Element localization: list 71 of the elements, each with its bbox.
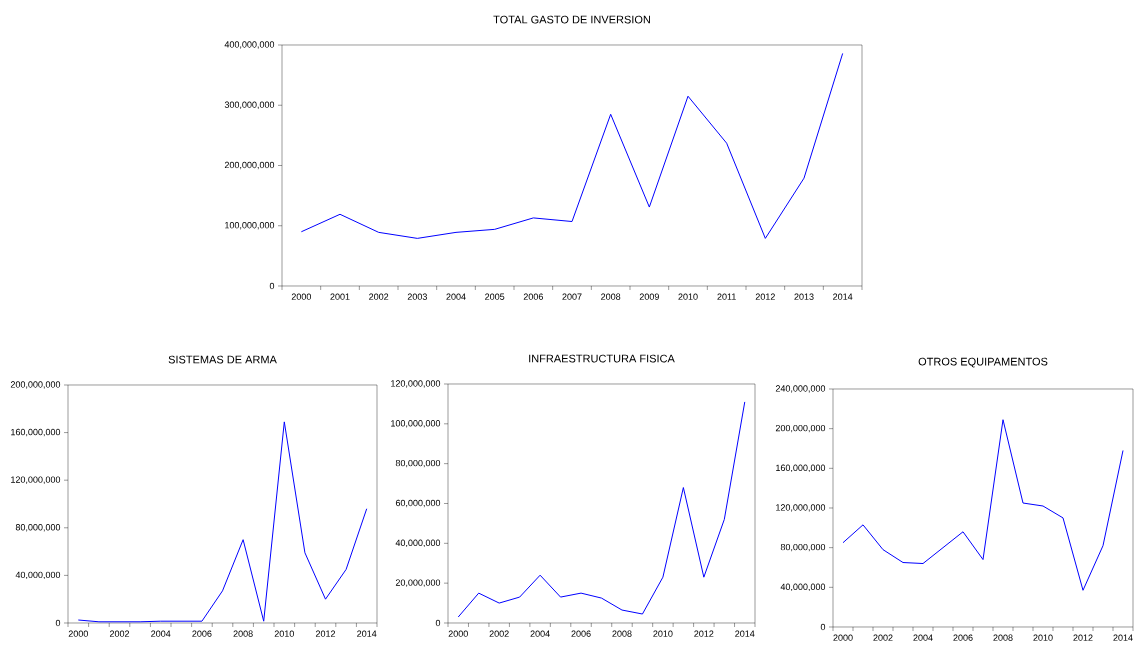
x-tick-label: 2002: [109, 630, 130, 637]
y-tick-label: 0: [435, 619, 441, 627]
x-tick-label: 2004: [446, 293, 466, 300]
x-tick-label: 2003: [407, 293, 427, 300]
x-tick-label: 2001: [330, 293, 350, 300]
x-tick-label: 2004: [913, 634, 933, 641]
x-tick-label: 2006: [953, 634, 973, 641]
x-tick-label: 2000: [833, 634, 853, 641]
x-tick-label: 2006: [571, 630, 591, 637]
x-tick-label: 2011: [717, 293, 736, 300]
x-tick-label: 2008: [601, 293, 621, 300]
x-tick-label: 2010: [653, 630, 673, 637]
y-tick-label: 200,000,000: [775, 424, 826, 433]
x-tick-label: 2006: [192, 630, 212, 637]
y-tick-label: 160,000,000: [776, 464, 826, 473]
y-tick-label: 240,000,000: [775, 385, 826, 393]
x-tick-label: 2005: [485, 293, 505, 300]
chart-title: OTROS EQUIPAMENTOS: [918, 357, 1048, 368]
x-tick-label: 2004: [530, 630, 550, 637]
y-tick-label: 160,000,000: [11, 428, 61, 437]
chart-title: TOTAL GASTO DE INVERSION: [493, 15, 650, 24]
y-tick-label: 120,000,000: [391, 380, 441, 388]
x-tick-label: 2009: [639, 293, 659, 300]
x-tick-label: 2008: [612, 630, 632, 637]
y-tick-label: 80,000,000: [780, 543, 826, 552]
chart-title: INFRAESTRUCTURA FISICA: [529, 354, 675, 363]
y-tick-label: 120,000,000: [776, 504, 826, 512]
y-tick-label: 0: [55, 619, 61, 627]
x-tick-label: 2006: [523, 293, 543, 300]
y-tick-label: 40,000,000: [15, 571, 61, 580]
x-tick-label: 2010: [1033, 634, 1053, 641]
x-tick-label: 2002: [873, 634, 893, 641]
x-tick-label: 2000: [68, 630, 88, 637]
x-tick-label: 2004: [151, 630, 171, 637]
y-tick-label: 300,000,000: [224, 101, 275, 109]
line-series: [457, 401, 746, 618]
y-tick-label: 120,000,000: [11, 476, 61, 484]
y-tick-label: 80,000,000: [15, 524, 61, 532]
y-tick-label: 100,000,000: [391, 420, 441, 428]
x-tick-label: 2012: [694, 630, 714, 637]
x-tick-label: 2014: [735, 630, 755, 637]
chart-title: SISTEMAS DE ARMA: [168, 355, 277, 364]
y-tick-label: 60,000,000: [395, 499, 441, 508]
line-series: [842, 419, 1124, 591]
y-tick-label: 20,000,000: [395, 579, 441, 587]
x-tick-label: 2010: [274, 630, 294, 637]
x-tick-label: 2013: [794, 293, 814, 300]
y-tick-label: 40,000,000: [780, 583, 826, 592]
line-series: [300, 52, 844, 239]
y-tick-label: 200,000,000: [224, 161, 275, 170]
y-tick-label: 0: [820, 623, 826, 631]
x-tick-label: 2014: [833, 293, 853, 300]
x-tick-label: 2000: [291, 293, 311, 300]
x-tick-label: 2012: [1073, 634, 1093, 641]
y-tick-label: 0: [269, 282, 275, 290]
x-tick-label: 2012: [315, 630, 336, 637]
x-tick-label: 2000: [448, 630, 468, 637]
x-tick-label: 2012: [755, 293, 775, 300]
y-tick-label: 400,000,000: [224, 41, 275, 49]
x-tick-label: 2007: [562, 293, 582, 300]
x-tick-label: 2008: [993, 634, 1013, 641]
x-tick-label: 2014: [357, 630, 377, 637]
y-tick-label: 40,000,000: [395, 539, 441, 548]
x-tick-label: 2010: [678, 293, 698, 300]
y-tick-label: 200,000,000: [10, 381, 61, 389]
x-tick-label: 2002: [369, 293, 389, 300]
y-tick-label: 80,000,000: [395, 459, 441, 468]
x-tick-label: 2014: [1113, 634, 1133, 641]
x-tick-label: 2008: [233, 630, 253, 637]
x-tick-label: 2002: [489, 630, 509, 637]
y-tick-label: 100,000,000: [225, 222, 275, 230]
